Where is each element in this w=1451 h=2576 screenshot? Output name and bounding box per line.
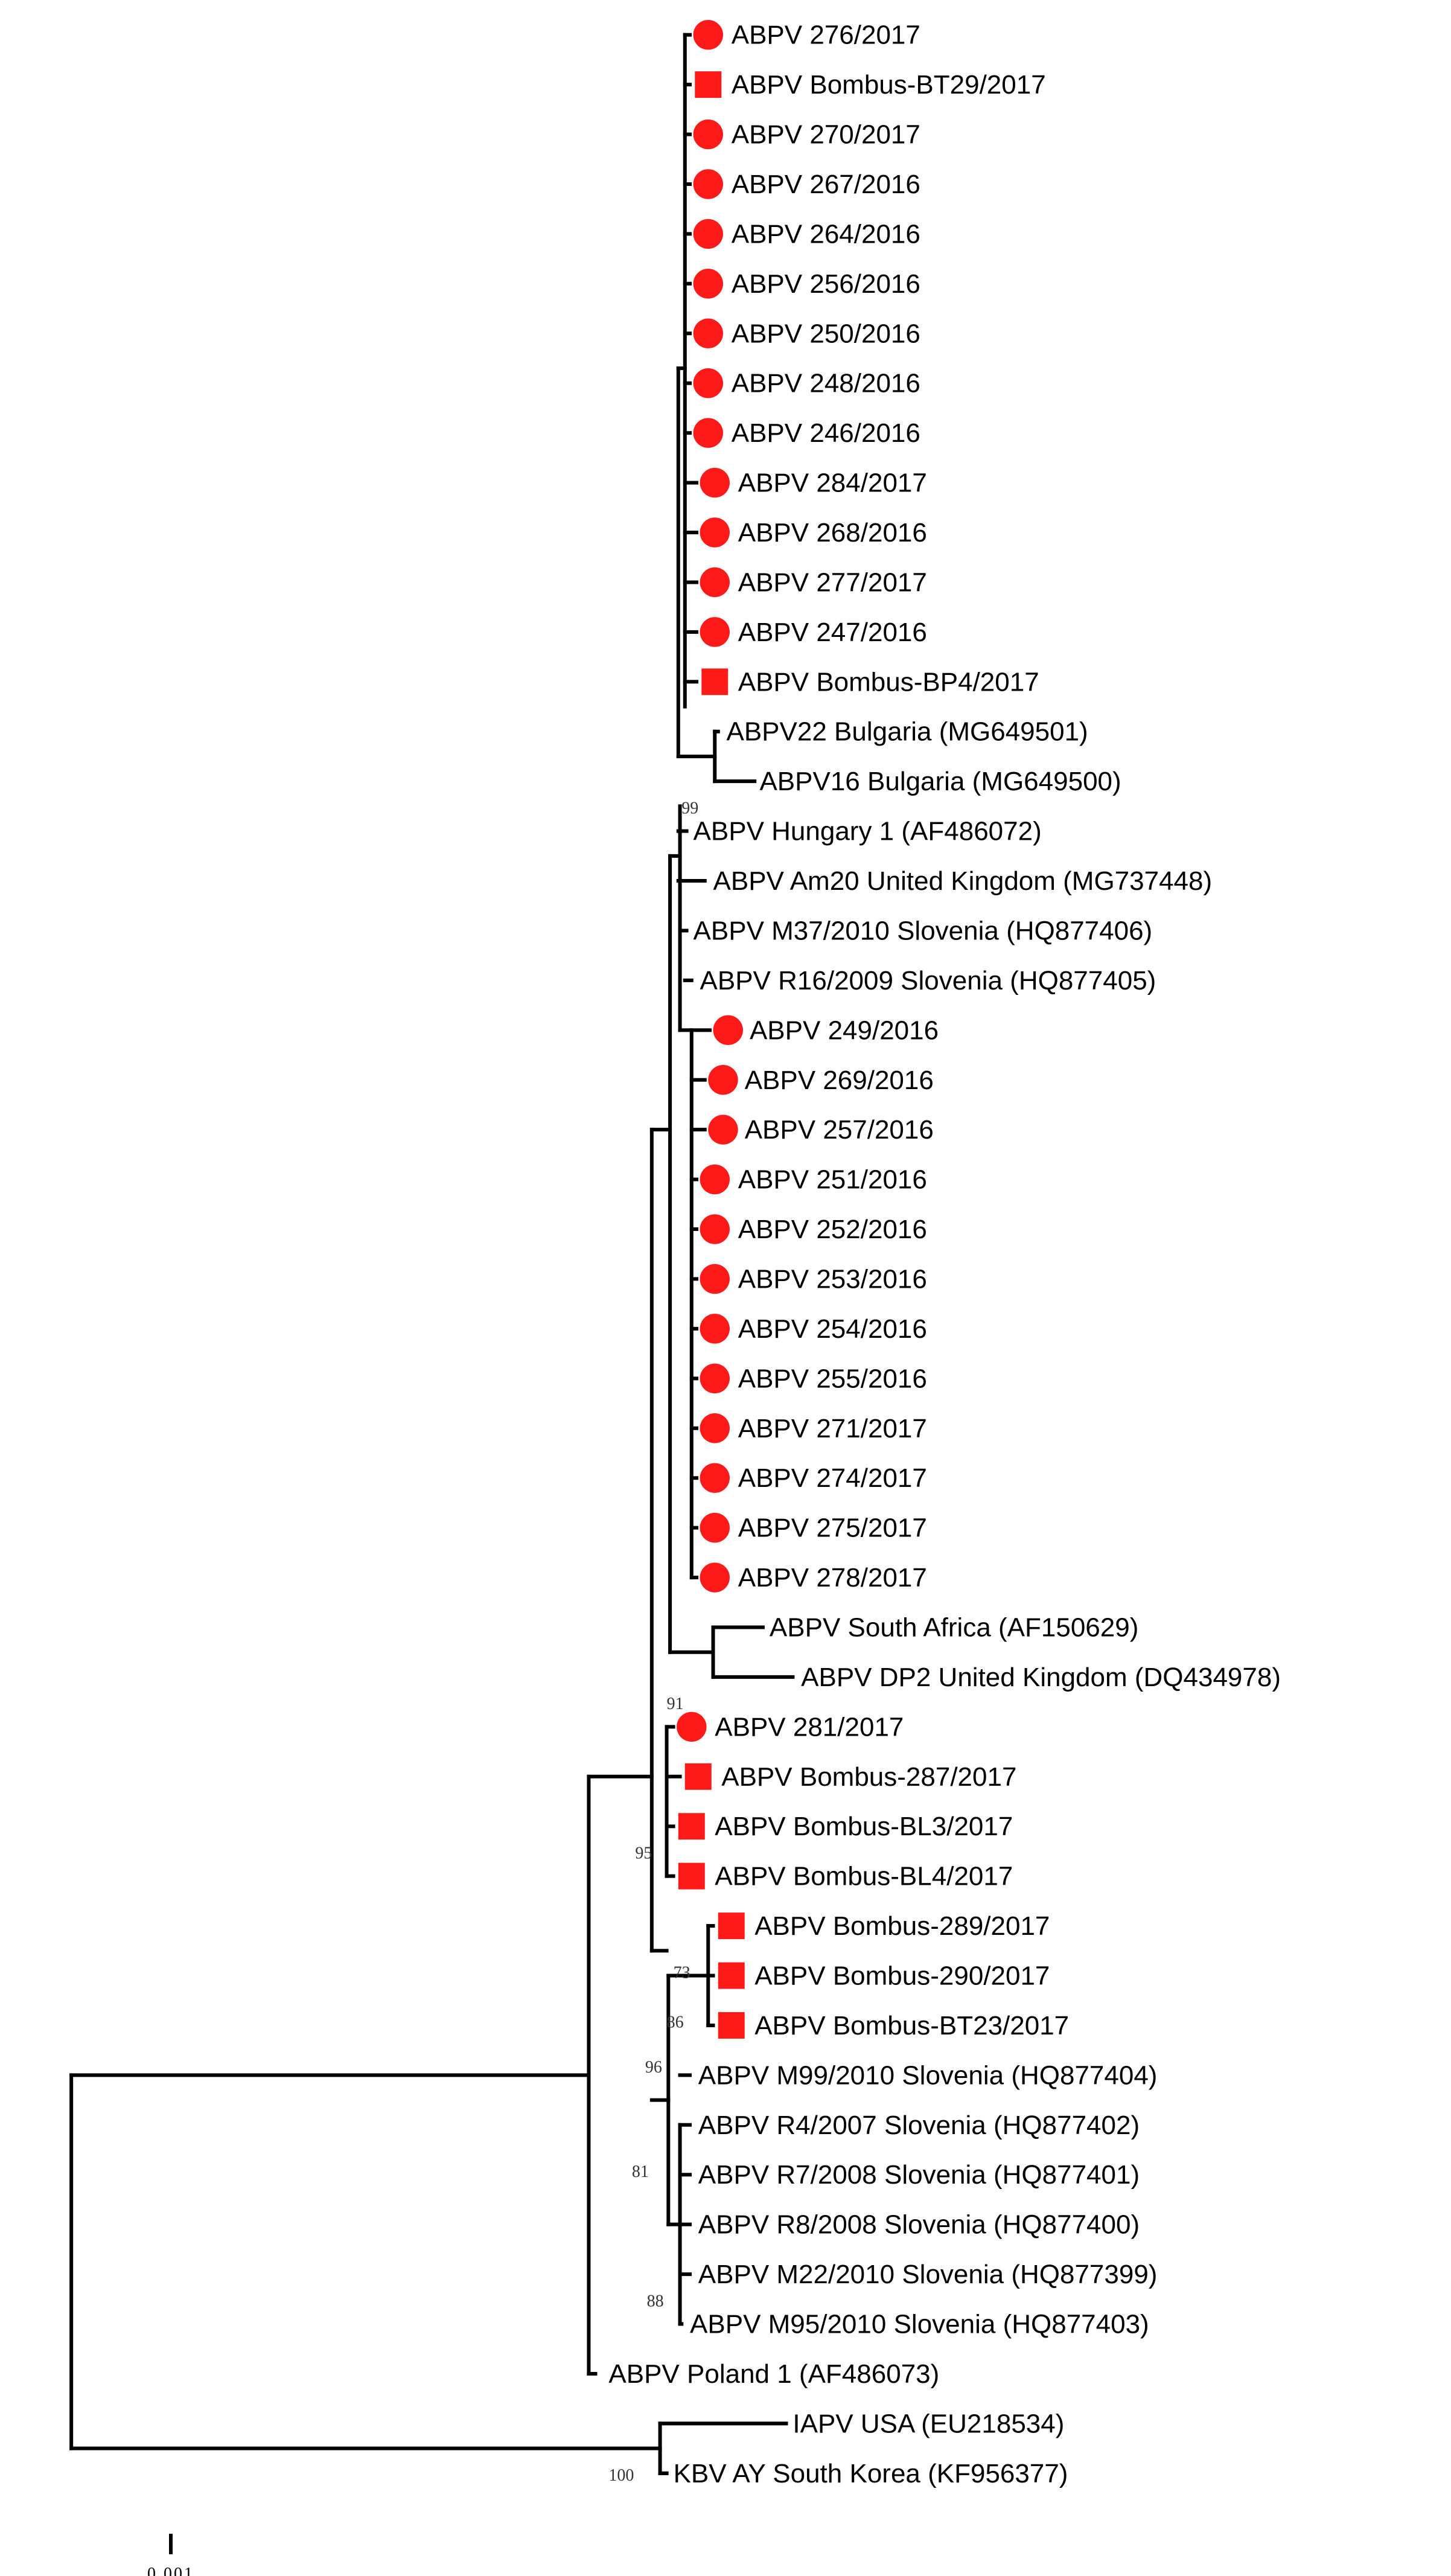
bootstrap-value: 99 (681, 799, 698, 817)
tip-label: ABPV 249/2016 (750, 1015, 939, 1045)
tip-label: ABPV 264/2016 (732, 219, 920, 249)
tip-label: ABPV 274/2017 (738, 1463, 927, 1493)
tip-label: ABPV 257/2016 (745, 1115, 934, 1145)
bombus-square-marker (718, 1962, 745, 1989)
bombus-square-marker (678, 1813, 705, 1840)
isolate-circle-marker (693, 219, 723, 249)
bombus-square-marker (695, 71, 722, 98)
tip-labels: ABPV 276/2017 ABPV Bombus-BT29/2017 ABPV 2… (608, 21, 1281, 2488)
isolate-circle-marker (700, 467, 730, 498)
tip-label: ABPV16 Bulgaria (MG649500) (759, 767, 1121, 796)
bombus-square-marker (718, 2012, 745, 2039)
isolate-circle-marker (708, 1114, 738, 1145)
tip-label: ABPV 270/2017 (732, 120, 920, 150)
tip-label: ABPV 251/2016 (738, 1165, 927, 1195)
isolate-circle-marker (693, 169, 723, 199)
tip-label: ABPV 247/2016 (738, 618, 927, 647)
bootstrap-value: 81 (632, 2162, 649, 2181)
isolate-circle-marker (700, 1363, 730, 1394)
tip-label: ABPV M95/2010 Slovenia (HQ877403) (690, 2310, 1149, 2339)
tip-label: ABPV 277/2017 (738, 567, 927, 597)
tip-label: ABPV 248/2016 (732, 369, 920, 398)
tip-label: ABPV R8/2008 Slovenia (HQ877400) (698, 2210, 1140, 2240)
tip-label: ABPV Bombus-BL4/2017 (715, 1862, 1013, 1891)
isolate-circle-marker (713, 1015, 743, 1046)
isolate-circle-marker (693, 318, 723, 349)
tip-label: ABPV 269/2016 (745, 1066, 934, 1095)
tip-label: ABPV Hungary 1 (AF486072) (694, 817, 1042, 846)
tip-label: ABPV 268/2016 (738, 518, 927, 548)
scale-bar-label: 0.001 (147, 2565, 194, 2576)
bootstrap-value: 100 (608, 2466, 634, 2485)
bombus-square-marker (701, 668, 729, 695)
isolate-circle-marker (700, 1264, 730, 1294)
tip-label: ABPV R16/2009 Slovenia (HQ877405) (700, 966, 1156, 996)
tip-label: ABPV 284/2017 (738, 468, 927, 498)
isolate-circle-marker (700, 1214, 730, 1244)
tip-label: ABPV 254/2016 (738, 1314, 927, 1344)
isolate-circle-marker (700, 1562, 730, 1593)
bootstrap-value: 95 (635, 1844, 652, 1862)
isolate-circle-marker (700, 1463, 730, 1493)
tip-label: ABPV 256/2016 (732, 269, 920, 299)
isolate-circle-marker (700, 517, 730, 548)
isolate-circle-marker (700, 1413, 730, 1443)
tip-label: ABPV 252/2016 (738, 1215, 927, 1244)
isolate-circle-marker (700, 617, 730, 647)
bombus-square-marker (718, 1913, 745, 1940)
bombus-square-marker (684, 1763, 712, 1790)
isolate-circle-marker (693, 368, 723, 398)
bombus-square-marker (678, 1862, 705, 1890)
isolate-circle-marker (693, 119, 723, 150)
scale-bar: 0.001 (147, 2534, 194, 2576)
tip-label: ABPV Bombus-BT23/2017 (754, 2011, 1069, 2041)
bootstrap-value: 91 (667, 1695, 684, 1713)
isolate-circle-marker (700, 1512, 730, 1543)
tip-label: ABPV M22/2010 Slovenia (HQ877399) (698, 2260, 1158, 2289)
tip-label: ABPV Bombus-287/2017 (721, 1762, 1016, 1792)
tip-label: KBV AY South Korea (KF956377) (674, 2459, 1068, 2488)
isolate-circle-marker (700, 1314, 730, 1344)
tip-label: ABPV South Africa (AF150629) (770, 1612, 1138, 1642)
tip-label: ABPV 250/2016 (732, 319, 920, 348)
tip-label: ABPV 255/2016 (738, 1364, 927, 1393)
bootstrap-values: 99 91 95 73 86 96 81 88 100 (608, 799, 698, 2484)
tip-label: ABPV Poland 1 (AF486073) (608, 2359, 939, 2389)
bootstrap-value: 96 (645, 2058, 662, 2077)
isolate-circle-marker (693, 418, 723, 448)
tip-label: ABPV 271/2017 (738, 1414, 927, 1443)
tree-branches (69, 33, 795, 2475)
tip-label: ABPV DP2 United Kingdom (DQ434978) (801, 1663, 1281, 1692)
tip-markers (677, 19, 745, 2039)
tip-label: ABPV 275/2017 (738, 1513, 927, 1543)
tip-label: ABPV 276/2017 (732, 21, 920, 50)
tip-label: ABPV22 Bulgaria (MG649501) (726, 717, 1088, 747)
tip-label: ABPV Bombus-BL3/2017 (715, 1812, 1013, 1841)
tip-label: ABPV R7/2008 Slovenia (HQ877401) (698, 2160, 1140, 2190)
isolate-circle-marker (708, 1065, 738, 1095)
tip-label: ABPV Bombus-BP4/2017 (738, 667, 1039, 697)
tip-label: ABPV 246/2016 (732, 418, 920, 448)
tip-label: ABPV Bombus-289/2017 (754, 1911, 1050, 1941)
tip-label: ABPV M37/2010 Slovenia (HQ877406) (694, 916, 1153, 945)
tip-label: ABPV Am20 United Kingdom (MG737448) (713, 866, 1213, 896)
isolate-circle-marker (700, 567, 730, 598)
tip-label: ABPV R4/2007 Slovenia (HQ877402) (698, 2111, 1140, 2140)
bootstrap-value: 88 (647, 2292, 664, 2310)
tip-label: ABPV M99/2010 Slovenia (HQ877404) (698, 2060, 1158, 2090)
tip-label: ABPV Bombus-290/2017 (754, 1961, 1050, 1991)
isolate-circle-marker (677, 1711, 707, 1742)
bootstrap-value: 86 (667, 2013, 684, 2032)
isolate-circle-marker (693, 19, 723, 50)
tip-label: ABPV 267/2016 (732, 170, 920, 199)
tip-label: IAPV USA (EU218534) (792, 2409, 1064, 2438)
tip-label: ABPV 253/2016 (738, 1264, 927, 1294)
bootstrap-value: 73 (674, 1963, 690, 1982)
isolate-circle-marker (693, 269, 723, 299)
isolate-circle-marker (700, 1164, 730, 1195)
tip-label: ABPV 278/2017 (738, 1563, 927, 1593)
tip-label: ABPV 281/2017 (715, 1712, 904, 1742)
tip-label: ABPV Bombus-BT29/2017 (732, 70, 1046, 100)
